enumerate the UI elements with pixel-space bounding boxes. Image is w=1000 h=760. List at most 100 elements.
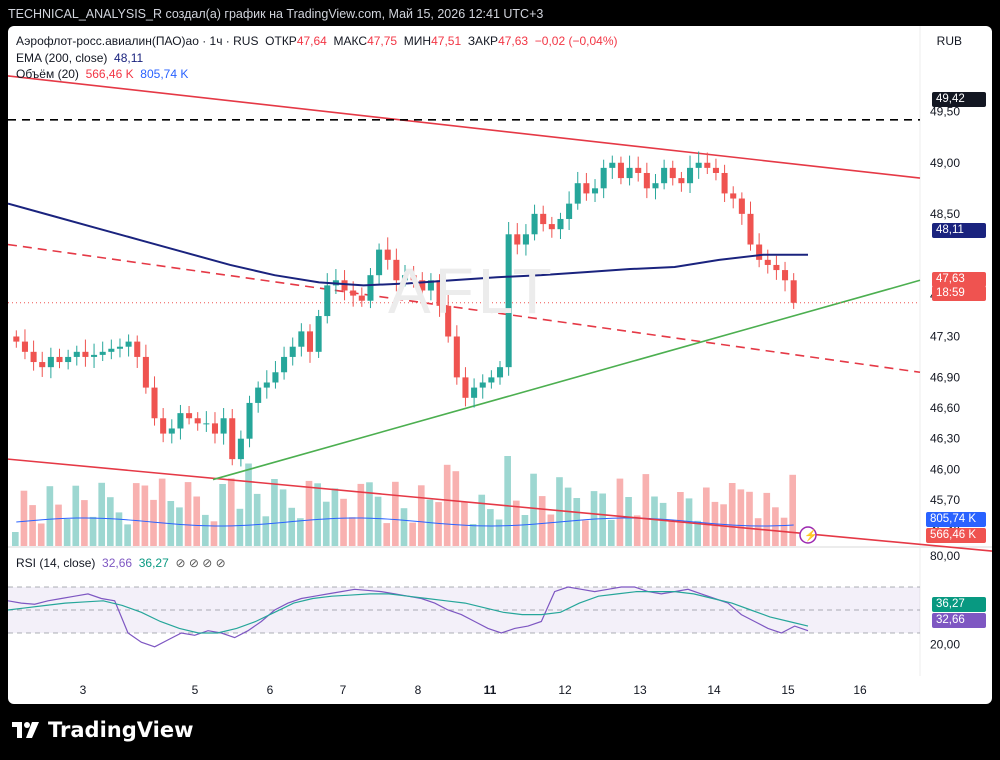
candle-body [177,413,184,429]
rsi-ma-line [8,590,809,634]
volume-bar [184,482,192,546]
volume-bar [443,464,451,546]
candle-body [298,331,305,347]
candle-body [488,377,495,383]
candle-body [401,275,409,281]
volume-bar [348,517,356,546]
candle-body [548,224,555,230]
legend-high-label: МАКС [333,34,368,48]
volume-bar [556,477,563,546]
legend-symbol[interactable]: Аэрофлот-росс.авиалин(ПАО)ао · 1ч · RUS [16,34,259,48]
rsi-ma-tag: 36,27 [932,597,986,612]
legend-volume-label: Объём (20) [16,67,79,81]
volume-bar [754,518,762,546]
tradingview-logo-text: TradingView [48,718,194,742]
candle-body [712,167,719,173]
volume-bar [677,492,684,546]
volume-bar [271,479,278,546]
currency-label[interactable]: RUB [936,34,962,48]
candle-body [531,213,538,235]
legend-rsi[interactable]: RSI (14, close) 32,66 36,27 ⊘ ⊘ ⊘ ⊘ [16,556,226,570]
candle-body [211,423,219,434]
volume-bar [409,522,416,546]
candle-body [566,203,573,219]
price-tick-label: 46,00 [930,462,960,476]
volume-bar [279,489,287,546]
volume-bar [435,502,442,546]
candle-body [350,290,357,296]
candle-body [436,280,443,306]
tradingview-logo[interactable]: TradingView [12,718,193,742]
candle-body [13,336,20,342]
candle-body [39,362,46,368]
candle-body [246,402,253,439]
legend-ema[interactable]: EMA (200, close) 48,11 [16,51,143,65]
candle-body [600,167,607,189]
volume-bar [158,478,166,546]
volume-bar [521,515,529,546]
volume-bar [107,497,114,546]
candle-body [229,418,236,460]
candle-body [626,167,633,179]
legend-high-value: 47,75 [367,34,398,48]
candle-body [782,270,789,281]
volume-bar [253,493,261,546]
candle-body [462,377,469,398]
candle-body [764,259,771,265]
price-tick-label: 46,90 [930,370,960,384]
x-tick-label: 3 [80,683,87,697]
x-tick-label: 11 [484,683,497,697]
candle-body [116,346,123,349]
candle-body [738,198,745,214]
legend-ema-label: EMA (200, close) [16,51,108,65]
candle-body [721,172,728,194]
legend-close-value: 47,63 [498,34,529,48]
candle-body [272,372,279,383]
price-tick-label: 49,00 [930,156,960,170]
candle-body [756,244,763,260]
volume-bar [63,519,71,546]
candle-body [142,356,149,388]
candle-body [281,356,288,373]
volume-bar [763,492,771,546]
candle-body [186,413,193,419]
tradingview-logo-icon [12,722,39,738]
legend-change: −0,02 (−0,04%) [534,34,618,48]
publish-info: TECHNICAL_ANALYSIS_R создал(а) график на… [8,7,544,21]
volume-bar [331,488,339,546]
volume-bar [478,494,486,546]
volume-bar [322,501,330,546]
volume-bar [366,482,373,546]
resistance-price-tag: 49,42 [932,92,986,107]
candle-body [194,418,201,424]
chart-panel[interactable]: 49,5049,0048,5047,7047,3046,9046,6046,30… [8,26,992,704]
candle-body [678,178,685,184]
volume-bar [193,496,201,546]
price-chart[interactable]: 49,5049,0048,5047,7047,3046,9046,6046,30… [8,26,992,704]
x-tick-label: 15 [781,683,795,697]
x-tick-label: 12 [558,683,572,697]
channel-mid-line [8,243,921,374]
x-tick-label: 5 [192,683,199,697]
volume-bar [633,515,641,546]
alert-icon [799,526,817,544]
volume-bar [227,478,235,546]
volume-bar [176,507,183,546]
legend-volume[interactable]: Объём (20) 566,46 K 805,74 K [16,67,188,81]
volume-bar [599,493,606,546]
legend-volume-value: 566,46 K [85,67,134,81]
volume-bar [314,483,321,546]
volume-bar [530,473,537,546]
volume-bar [202,514,209,546]
volume-bar [245,463,252,546]
candle-body [160,418,167,434]
candle-body [591,188,599,194]
candle-body [56,356,63,363]
rsi-visibility-icons[interactable]: ⊘ ⊘ ⊘ ⊘ [175,556,226,570]
rsi-tick-label: 80,00 [930,549,960,563]
support-trendline [212,279,921,481]
candle-body [376,249,383,276]
volume-bar [150,499,157,546]
candle-body [99,351,106,355]
